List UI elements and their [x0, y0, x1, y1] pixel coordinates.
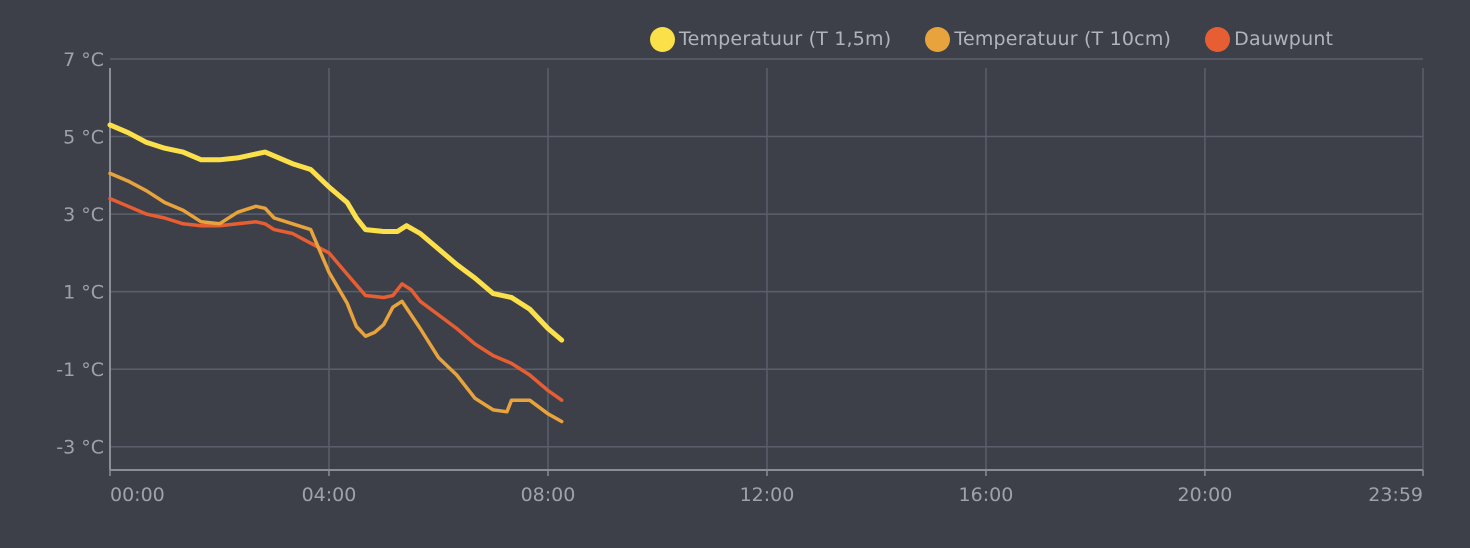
- legend-swatch-temp-1-5m: [650, 26, 675, 52]
- y-tick-label: 3 °C: [63, 204, 104, 226]
- axes: [109, 68, 1424, 476]
- legend-swatch-dauwpunt: [1205, 26, 1231, 52]
- series-line-dauwpunt: [108, 196, 564, 402]
- y-tick-label: 1 °C: [63, 282, 104, 304]
- y-tick-label: 7 °C: [63, 49, 104, 71]
- series-line-temp-1-5m: [107, 122, 565, 343]
- legend-item-temp-10cm[interactable]: Temperatuur (T 10cm): [925, 22, 1171, 56]
- grid: [110, 58, 1424, 470]
- x-tick-label: 16:00: [959, 484, 1014, 506]
- legend-label-temp-1-5m: Temperatuur (T 1,5m): [679, 28, 892, 50]
- tick-labels: 7 °C 5 °C 3 °C 1 °C -1 °C -3 °C 00:00 04:00 08:0…: [56, 49, 1423, 506]
- x-tick-label: 20:00: [1178, 484, 1233, 506]
- legend-item-dauwpunt[interactable]: Dauwpunt: [1205, 22, 1333, 56]
- x-tick-label: 12:00: [740, 484, 795, 506]
- legend-swatch-temp-10cm: [925, 26, 951, 52]
- legend-label-dauwpunt: Dauwpunt: [1234, 28, 1334, 50]
- y-tick-label: -1 °C: [56, 359, 104, 381]
- legend-item-temp-1-5m[interactable]: Temperatuur (T 1,5m): [650, 22, 891, 56]
- y-tick-label: -3 °C: [56, 437, 104, 459]
- chart-legend: Temperatuur (T 1,5m) Temperatuur (T 10cm…: [650, 22, 1430, 56]
- x-tick-label: 00:00: [110, 484, 165, 506]
- series-line-temp-10cm: [108, 171, 564, 424]
- legend-label-temp-10cm: Temperatuur (T 10cm): [954, 28, 1172, 50]
- y-tick-label: 5 °C: [63, 127, 104, 149]
- x-tick-label: 04:00: [302, 484, 357, 506]
- x-tick-label: 08:00: [521, 484, 576, 506]
- x-tick-label: 23:59: [1368, 484, 1423, 506]
- series-lines: [107, 122, 565, 424]
